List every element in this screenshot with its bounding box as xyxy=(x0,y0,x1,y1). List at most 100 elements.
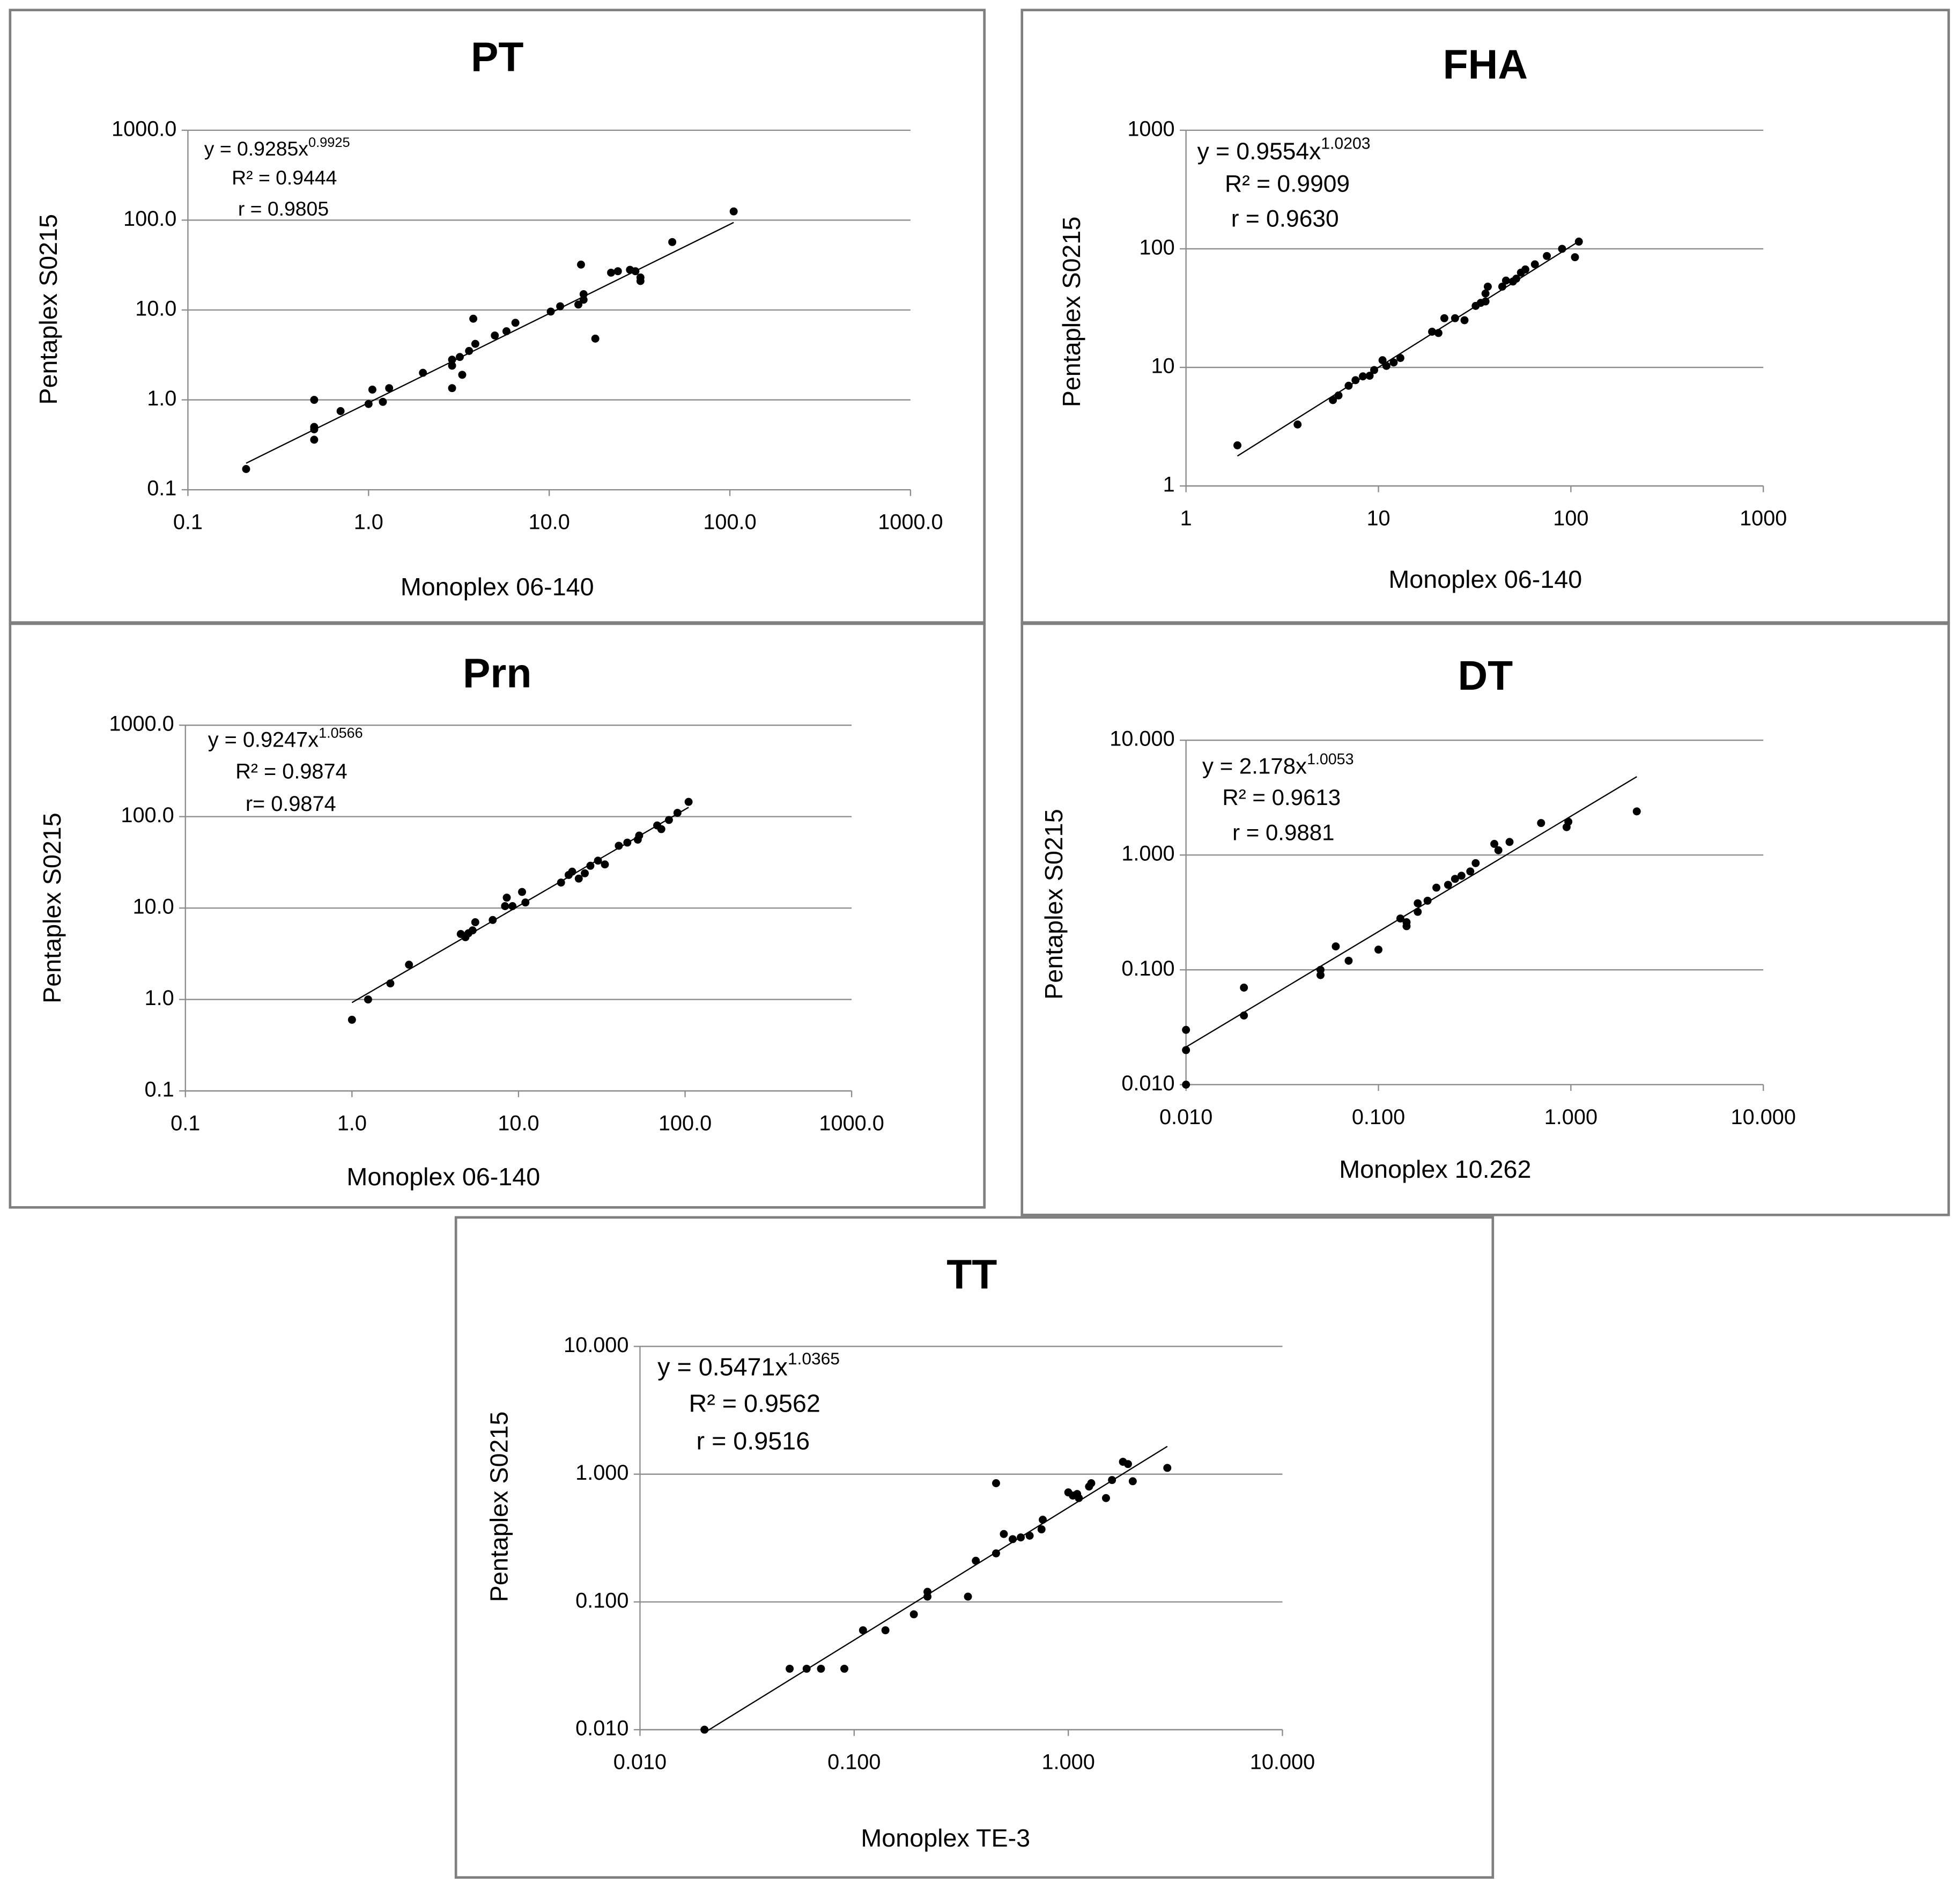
data-point xyxy=(501,902,509,910)
data-point xyxy=(502,327,511,336)
data-point xyxy=(729,207,738,216)
data-point xyxy=(1334,391,1343,400)
data-point xyxy=(1075,1494,1083,1502)
data-point xyxy=(1025,1531,1034,1540)
x-tick-label: 0.1 xyxy=(171,1112,200,1135)
x-tick-label: 1.000 xyxy=(1544,1105,1597,1129)
data-point xyxy=(579,296,588,304)
trendline xyxy=(1186,776,1637,1048)
data-point xyxy=(964,1592,972,1601)
data-point xyxy=(1087,1479,1096,1487)
data-point xyxy=(1574,238,1583,246)
chart-title: PT xyxy=(471,34,523,80)
x-axis-title: Monoplex TE-3 xyxy=(861,1824,1030,1852)
data-point xyxy=(1039,1516,1047,1524)
data-point xyxy=(576,260,585,269)
data-point xyxy=(1571,253,1579,262)
y-tick-label: 0.1 xyxy=(145,1078,174,1102)
data-point xyxy=(992,1549,1000,1557)
data-point xyxy=(405,961,413,969)
data-point xyxy=(1396,354,1404,362)
x-tick-label: 10 xyxy=(1366,507,1390,530)
data-point xyxy=(1332,942,1340,951)
y-tick-label: 1 xyxy=(1163,473,1175,497)
data-point xyxy=(881,1626,890,1635)
y-tick-label: 10.0 xyxy=(132,895,174,919)
y-tick-label: 1.000 xyxy=(1121,842,1174,866)
fit-equation-base: y = 0.9247x xyxy=(208,728,319,752)
data-point xyxy=(909,1610,918,1619)
chart-panel: 1 10 100 1000 1 10 100 1000 FHA Monoplex 06-140 Pe… xyxy=(1020,9,1950,624)
data-point xyxy=(1414,907,1422,916)
data-point xyxy=(579,290,588,298)
data-point xyxy=(668,238,677,246)
fit-exponent: 1.0203 xyxy=(1321,135,1370,152)
data-point xyxy=(448,361,456,370)
data-point xyxy=(586,861,595,870)
chart-title: FHA xyxy=(1443,41,1528,87)
x-tick-label: 1.0 xyxy=(337,1112,367,1135)
data-point xyxy=(1182,1080,1190,1089)
data-point xyxy=(471,918,479,926)
x-tick-label: 0.010 xyxy=(1159,1105,1212,1129)
data-point xyxy=(448,356,456,364)
data-point xyxy=(631,267,640,276)
data-point xyxy=(458,371,467,379)
data-point xyxy=(1451,314,1459,322)
data-point xyxy=(1000,1530,1008,1538)
y-tick-label: 0.010 xyxy=(575,1717,628,1740)
fit-equation-base: y = 0.5471x xyxy=(657,1353,788,1381)
data-point xyxy=(1521,265,1529,274)
y-tick-label: 10 xyxy=(1151,355,1174,378)
data-point xyxy=(455,353,464,361)
annotation: r= 0.9874 xyxy=(246,792,336,816)
y-axis-title: Pentaplex S0215 xyxy=(1040,809,1068,1000)
data-point xyxy=(1370,366,1379,374)
fit-equation: y = 0.5471x1.0365 xyxy=(657,1349,840,1381)
data-point xyxy=(1374,946,1382,954)
data-point xyxy=(1344,956,1353,965)
data-point xyxy=(1490,840,1499,848)
data-point xyxy=(1389,358,1398,367)
panel-frame xyxy=(454,1216,1495,1879)
x-tick-label: 0.100 xyxy=(827,1751,881,1774)
data-point xyxy=(786,1664,794,1673)
data-point xyxy=(1240,984,1248,992)
data-point xyxy=(1440,314,1448,322)
data-point xyxy=(615,841,623,850)
data-point xyxy=(1163,1464,1172,1472)
data-point xyxy=(310,396,319,404)
data-point xyxy=(471,339,479,348)
y-tick-label: 1000.0 xyxy=(109,712,174,736)
data-point xyxy=(1017,1533,1025,1542)
annotation: r = 0.9516 xyxy=(697,1427,810,1455)
data-point xyxy=(684,798,693,806)
data-point xyxy=(1329,396,1337,404)
data-point xyxy=(1182,1025,1190,1034)
data-point xyxy=(1502,276,1510,285)
data-point xyxy=(581,869,589,877)
data-point xyxy=(1466,867,1475,876)
data-point xyxy=(379,397,387,406)
x-tick-label: 1.000 xyxy=(1041,1751,1094,1774)
y-axis-title: Pentaplex S0215 xyxy=(38,813,66,1003)
data-point xyxy=(1359,372,1367,381)
y-tick-label: 1000 xyxy=(1127,117,1174,141)
x-tick-label: 100.0 xyxy=(703,511,756,534)
chart-title: DT xyxy=(1458,653,1513,699)
data-point xyxy=(923,1588,932,1596)
fit-equation: y = 0.9247x1.0566 xyxy=(208,725,363,752)
x-tick-label: 10.0 xyxy=(529,511,570,534)
data-point xyxy=(1414,899,1422,907)
data-point xyxy=(1240,1012,1248,1020)
data-point xyxy=(594,857,602,865)
fit-equation: y = 2.178x1.0053 xyxy=(1202,750,1353,778)
trendline xyxy=(246,222,734,464)
y-axis-title: Pentaplex S0215 xyxy=(34,214,62,405)
data-point xyxy=(1512,275,1520,283)
x-tick-label: 1000 xyxy=(1740,507,1787,530)
data-point xyxy=(1378,356,1387,365)
data-point xyxy=(546,307,555,316)
data-point xyxy=(1101,1494,1110,1502)
trendline xyxy=(704,1445,1168,1733)
